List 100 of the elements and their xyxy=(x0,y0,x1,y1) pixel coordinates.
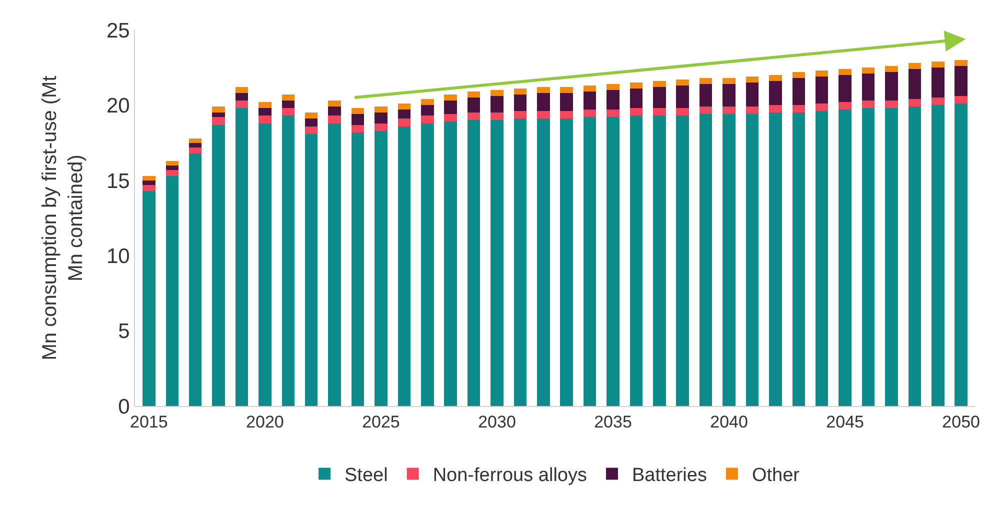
bar xyxy=(630,108,643,116)
bar xyxy=(235,93,248,101)
bar xyxy=(351,114,364,125)
bar xyxy=(398,110,411,119)
legend-label: Non-ferrous alloys xyxy=(432,465,587,486)
bar xyxy=(606,110,620,118)
bar xyxy=(792,72,806,78)
bar xyxy=(282,100,295,108)
bar xyxy=(838,102,852,110)
bar xyxy=(537,118,550,406)
bar xyxy=(258,108,272,116)
bar xyxy=(212,117,225,125)
bar xyxy=(142,190,156,406)
bar xyxy=(583,110,596,118)
bar xyxy=(304,134,318,406)
bar xyxy=(328,123,341,406)
bar xyxy=(630,88,643,108)
bar xyxy=(722,84,736,107)
x-tick-label: 2035 xyxy=(594,412,632,432)
bar xyxy=(908,63,922,70)
bar xyxy=(838,110,852,406)
bar xyxy=(885,66,898,72)
bar xyxy=(420,123,434,406)
bar xyxy=(235,100,248,108)
bar xyxy=(258,102,272,108)
bar xyxy=(792,112,806,406)
bar xyxy=(537,111,550,119)
bar xyxy=(328,106,341,116)
bar xyxy=(282,94,295,101)
bar xyxy=(514,118,527,406)
bar xyxy=(699,106,712,114)
bar xyxy=(815,104,828,112)
bar xyxy=(374,130,388,406)
bar xyxy=(931,105,944,406)
bar xyxy=(931,68,944,98)
bar xyxy=(583,92,596,110)
bar xyxy=(676,80,690,86)
legend-label: Batteries xyxy=(632,465,707,486)
bar xyxy=(862,108,875,406)
bar xyxy=(490,112,504,120)
bar xyxy=(304,112,318,119)
bar xyxy=(188,153,202,406)
bar xyxy=(560,87,573,94)
bar xyxy=(746,76,759,83)
bar xyxy=(514,94,527,112)
bar xyxy=(862,74,875,101)
bar xyxy=(583,117,596,406)
bar xyxy=(815,76,828,104)
bar xyxy=(653,81,666,88)
bar xyxy=(722,106,736,114)
bar xyxy=(954,66,968,96)
bar xyxy=(908,99,922,107)
bar xyxy=(885,108,898,406)
bar xyxy=(166,160,179,166)
bar xyxy=(490,120,504,406)
bar xyxy=(142,176,156,180)
bar xyxy=(583,86,596,92)
x-tick-label: 2020 xyxy=(246,412,284,432)
bar xyxy=(630,116,643,406)
bar xyxy=(166,176,179,406)
bar xyxy=(862,68,875,74)
bar xyxy=(258,116,272,124)
bar xyxy=(444,94,457,101)
y-tick-label: 15 xyxy=(106,170,130,193)
bar xyxy=(444,114,457,122)
y-axis-title: Mn consumption by first-use (Mt Mn contained) xyxy=(38,75,87,360)
bar xyxy=(235,108,248,406)
bar xyxy=(328,116,341,124)
y-tick-label: 0 xyxy=(118,395,130,418)
bar xyxy=(537,87,550,94)
bar xyxy=(954,96,968,104)
bar xyxy=(304,118,318,126)
bar xyxy=(769,81,782,106)
bar xyxy=(374,123,388,131)
bar xyxy=(444,122,457,406)
bar xyxy=(722,78,736,84)
bar xyxy=(188,138,202,143)
bar xyxy=(282,116,295,406)
x-tick-label: 2045 xyxy=(826,412,864,432)
bar xyxy=(746,114,759,406)
bar xyxy=(769,112,782,406)
bar xyxy=(188,147,202,154)
x-tick-label: 2025 xyxy=(362,412,400,432)
y-tick-label: 10 xyxy=(106,244,130,268)
bar xyxy=(351,124,364,132)
bar xyxy=(676,116,690,406)
bar xyxy=(282,108,295,116)
bar xyxy=(560,93,573,112)
bar xyxy=(815,70,828,77)
bar xyxy=(769,75,782,82)
bar xyxy=(514,88,527,95)
bar xyxy=(304,126,318,134)
bar xyxy=(212,112,225,118)
x-tick-label: 2040 xyxy=(710,412,748,432)
bar xyxy=(862,100,875,108)
bar xyxy=(166,170,179,176)
bar xyxy=(699,114,712,406)
x-tick-label: 2050 xyxy=(942,412,980,432)
bar xyxy=(374,112,388,124)
bar xyxy=(838,69,852,76)
